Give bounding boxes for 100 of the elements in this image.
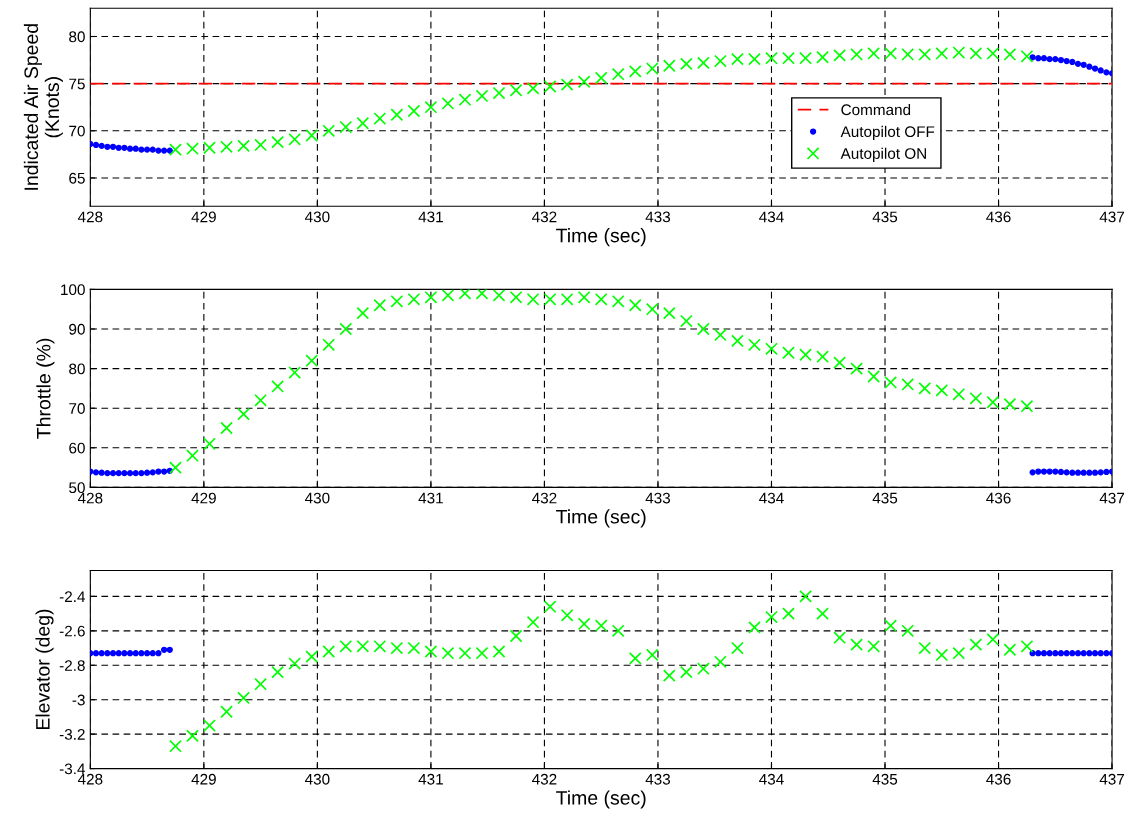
point	[662, 59, 676, 73]
point	[850, 362, 864, 375]
point	[1108, 650, 1113, 657]
point	[1040, 55, 1048, 62]
point	[149, 469, 156, 476]
point	[628, 298, 642, 312]
point	[731, 52, 744, 66]
point	[121, 470, 128, 477]
point	[492, 86, 506, 100]
point	[1003, 48, 1017, 61]
point	[748, 620, 761, 634]
point	[322, 124, 336, 138]
point	[645, 648, 659, 662]
x-tick-label: 436	[986, 773, 1011, 785]
point	[765, 610, 778, 624]
x-tick-label: 428	[77, 492, 103, 504]
x-tick-label: 428	[77, 211, 103, 223]
point	[696, 56, 710, 70]
point	[543, 80, 557, 93]
point	[901, 48, 915, 61]
x-axis-title: Time (sec)	[556, 790, 646, 809]
y-tick-label: 70	[69, 125, 85, 137]
point	[109, 470, 117, 477]
point	[799, 348, 812, 362]
point	[169, 143, 182, 157]
y-tick-label: 75	[69, 78, 85, 90]
point	[1097, 67, 1104, 74]
point	[1086, 650, 1093, 657]
point	[390, 294, 404, 308]
point	[1069, 469, 1076, 476]
point	[186, 729, 199, 743]
x-tick-label: 435	[872, 773, 898, 785]
point	[560, 608, 574, 622]
point	[986, 633, 1000, 646]
point	[441, 289, 455, 302]
point	[155, 147, 162, 154]
point	[1057, 650, 1065, 657]
x-tick-label: 428	[77, 773, 103, 785]
point	[458, 646, 472, 660]
x-tick-label: 430	[304, 211, 330, 223]
point	[373, 112, 387, 125]
point	[220, 705, 233, 719]
point	[203, 141, 216, 155]
point	[1035, 468, 1042, 475]
x-tick-label: 430	[304, 773, 330, 785]
point	[373, 639, 387, 653]
y-tick-label: 80	[69, 31, 85, 43]
point	[765, 342, 778, 356]
point	[645, 302, 659, 316]
point	[645, 62, 659, 75]
point	[322, 645, 336, 658]
point	[237, 407, 250, 421]
point	[850, 638, 864, 651]
point	[121, 144, 128, 151]
point	[662, 306, 676, 320]
point	[986, 395, 1000, 409]
point	[696, 662, 710, 676]
point	[160, 468, 168, 475]
point	[92, 469, 100, 476]
point	[373, 298, 387, 312]
point	[952, 46, 966, 59]
point	[305, 129, 319, 142]
point	[407, 292, 421, 306]
point	[271, 380, 285, 393]
x-axis-title: Time (sec)	[556, 509, 646, 528]
point	[166, 646, 173, 653]
point	[203, 437, 216, 451]
point	[143, 469, 151, 476]
point	[833, 48, 846, 62]
point	[884, 619, 898, 633]
point	[850, 48, 864, 61]
point	[1091, 65, 1099, 72]
point	[143, 146, 151, 153]
point	[748, 338, 761, 352]
point	[1035, 55, 1042, 62]
point	[186, 449, 199, 463]
point	[407, 641, 421, 655]
point	[104, 470, 111, 477]
point	[305, 354, 319, 368]
x-tick-label: 432	[532, 211, 557, 223]
point	[1020, 49, 1034, 63]
point	[611, 67, 625, 81]
point	[155, 468, 162, 475]
point	[594, 71, 608, 85]
point	[149, 146, 156, 153]
x-tick-label: 435	[872, 211, 898, 223]
point	[458, 289, 472, 300]
point	[138, 146, 145, 153]
point	[918, 382, 932, 395]
point	[526, 615, 540, 629]
point	[390, 641, 404, 655]
point	[560, 78, 574, 91]
point	[356, 306, 370, 320]
point	[577, 290, 591, 304]
legend-label: Autopilot OFF	[840, 125, 935, 141]
point	[833, 631, 846, 645]
point	[271, 665, 285, 679]
x-tick-label: 433	[645, 211, 671, 223]
point	[1057, 56, 1065, 64]
x-tick-label: 434	[759, 211, 784, 223]
